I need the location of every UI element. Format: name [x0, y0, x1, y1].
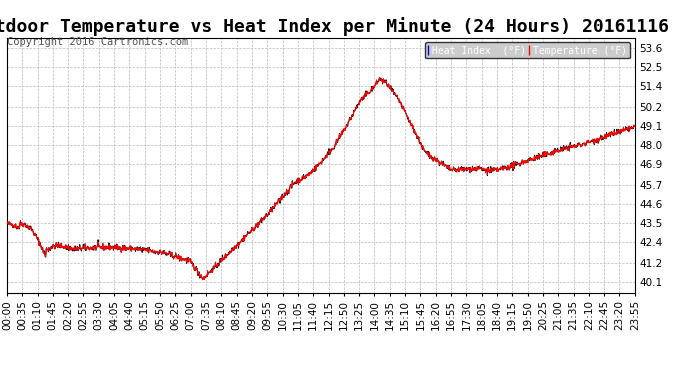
Text: Copyright 2016 Cartronics.com: Copyright 2016 Cartronics.com: [7, 37, 188, 47]
Legend: Heat Index  (°F), Temperature (°F): Heat Index (°F), Temperature (°F): [426, 42, 630, 58]
Title: Outdoor Temperature vs Heat Index per Minute (24 Hours) 20161116: Outdoor Temperature vs Heat Index per Mi…: [0, 17, 669, 36]
